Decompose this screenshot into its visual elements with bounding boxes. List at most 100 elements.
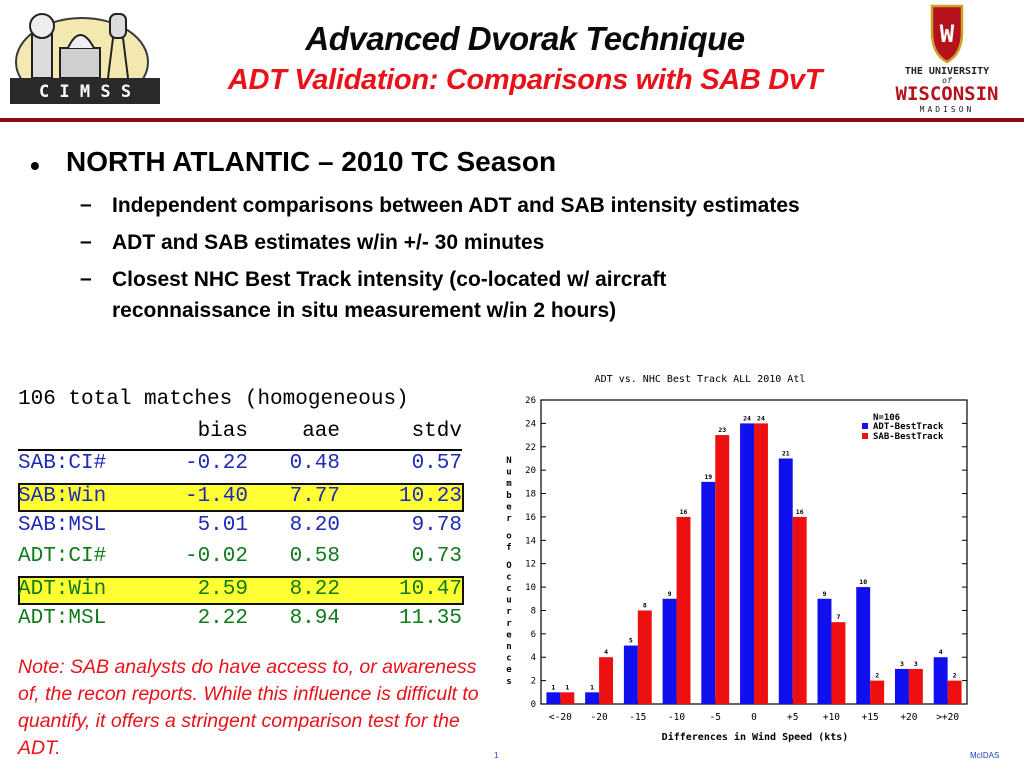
y-axis-label-char: O bbox=[506, 561, 512, 571]
sub-bullet-dash: – bbox=[80, 267, 92, 290]
x-tick-label: >+20 bbox=[936, 712, 959, 723]
cimss-logo-text: C I M S S bbox=[39, 82, 131, 102]
bar-value-label: 19 bbox=[704, 473, 712, 481]
page-number: 1 bbox=[494, 751, 499, 760]
y-axis-label-char: f bbox=[506, 543, 511, 553]
sub-bullet-2: ADT and SAB estimates w/in +/- 30 minute… bbox=[112, 231, 545, 254]
stats-row-bias: -1.40 bbox=[184, 485, 248, 508]
bar-value-label: 3 bbox=[900, 660, 904, 668]
bar-value-label: 9 bbox=[668, 590, 672, 598]
stats-row-aae: 8.94 bbox=[289, 607, 340, 630]
stats-row-stdv: 0.73 bbox=[411, 545, 462, 568]
legend-swatch bbox=[862, 433, 868, 439]
stats-row: SAB:CI# -0.22 0.48 0.57 bbox=[18, 452, 464, 481]
y-axis-label-char: b bbox=[506, 491, 512, 501]
bar-value-label: 8 bbox=[643, 601, 647, 609]
bar-adt bbox=[933, 657, 948, 704]
y-tick-label: 18 bbox=[525, 490, 536, 500]
sub-bullet-3-line-1: Closest NHC Best Track intensity (co-loc… bbox=[112, 268, 667, 291]
y-axis-label-char: r bbox=[506, 514, 512, 524]
stats-header-row: bias aae stdv bbox=[18, 420, 462, 451]
bar-value-label: 7 bbox=[836, 613, 840, 621]
bar-adt bbox=[740, 423, 754, 704]
bar-value-label: 24 bbox=[757, 414, 765, 422]
stats-row-stdv: 9.78 bbox=[411, 514, 462, 537]
bar-value-label: 1 bbox=[565, 683, 569, 691]
bar-value-label: 1 bbox=[590, 683, 594, 691]
stats-row-aae: 7.77 bbox=[289, 485, 340, 508]
sub-bullet-3-line-2: reconnaissance in situ measurement w/in … bbox=[112, 299, 617, 322]
y-axis-label-char: N bbox=[506, 456, 511, 466]
mcidas-brand: McIDAS bbox=[970, 751, 1000, 760]
bar-value-label: 16 bbox=[680, 508, 688, 516]
sub-bullet-dash: – bbox=[80, 230, 92, 253]
bar-sab bbox=[560, 692, 575, 704]
x-tick-label: -15 bbox=[629, 712, 646, 723]
stats-row-label: ADT:Win bbox=[18, 578, 107, 601]
y-tick-label: 4 bbox=[531, 653, 536, 663]
stats-row-aae: 8.22 bbox=[289, 578, 340, 601]
bar-value-label: 9 bbox=[823, 590, 827, 598]
x-tick-label: -10 bbox=[668, 712, 685, 723]
x-tick-label: +10 bbox=[823, 712, 840, 723]
stats-row-bias: 5.01 bbox=[197, 514, 248, 537]
bar-value-label: 10 bbox=[859, 578, 867, 586]
stats-row-bias: 2.59 bbox=[197, 578, 248, 601]
stats-row-bias: -0.02 bbox=[184, 545, 248, 568]
col-stdv: stdv bbox=[411, 420, 462, 443]
y-tick-label: 16 bbox=[525, 513, 536, 523]
bar-sab bbox=[637, 610, 652, 704]
bar-adt bbox=[701, 481, 716, 704]
bar-value-label: 24 bbox=[743, 414, 751, 422]
chart-x-label: Differences in Wind Speed (kts) bbox=[662, 731, 849, 743]
bar-sab bbox=[908, 668, 923, 704]
col-bias: bias bbox=[197, 420, 248, 443]
sub-bullet-1: Independent comparisons between ADT and … bbox=[112, 194, 800, 217]
y-axis-label-char: e bbox=[506, 630, 512, 640]
x-tick-label: <-20 bbox=[549, 712, 572, 723]
y-axis-label-char: s bbox=[506, 677, 511, 687]
bar-value-label: 2 bbox=[953, 672, 957, 680]
y-tick-label: 10 bbox=[525, 583, 536, 593]
bar-value-label: 5 bbox=[629, 637, 633, 645]
stats-row-bias: 2.22 bbox=[197, 607, 248, 630]
y-tick-label: 6 bbox=[531, 630, 536, 640]
page-subtitle: ADT Validation: Comparisons with SAB DvT bbox=[227, 64, 823, 96]
legend-entry: SAB-BestTrack bbox=[873, 432, 944, 442]
uw-logo-line-3: WISCONSIN bbox=[896, 83, 999, 105]
stats-row: ADT:Win 2.59 8.22 10.47 bbox=[18, 576, 464, 605]
bar-sab bbox=[947, 680, 962, 704]
y-axis-label-char: r bbox=[506, 607, 512, 617]
chart-title: ADT vs. NHC Best Track ALL 2010 Atl bbox=[595, 374, 806, 385]
y-axis-label-char: e bbox=[506, 502, 512, 512]
bar-sab bbox=[599, 657, 614, 704]
y-tick-label: 24 bbox=[525, 419, 536, 429]
y-tick-label: 8 bbox=[531, 606, 536, 616]
y-axis-label-char: u bbox=[506, 596, 511, 606]
bar-value-label: 21 bbox=[782, 449, 790, 457]
stats-row: ADT:MSL 2.22 8.94 11.35 bbox=[18, 607, 464, 636]
header-rule bbox=[0, 118, 1024, 122]
uw-shield-letter: W bbox=[940, 20, 955, 48]
legend-swatch bbox=[862, 423, 868, 429]
bar-adt bbox=[817, 598, 832, 704]
y-axis-label-char: r bbox=[506, 619, 512, 629]
y-axis-label-char: c bbox=[506, 572, 511, 582]
bar-adt bbox=[662, 598, 677, 704]
x-tick-label: +20 bbox=[900, 712, 917, 723]
bar-sab bbox=[676, 516, 691, 704]
y-axis-label-char: o bbox=[506, 532, 511, 542]
y-axis-label-char: e bbox=[506, 665, 512, 675]
stats-row: ADT:CI# -0.02 0.58 0.73 bbox=[18, 545, 464, 574]
sub-bullet-dash: – bbox=[80, 193, 92, 216]
stats-row: SAB:Win -1.40 7.77 10.23 bbox=[18, 483, 464, 512]
uw-logo-line-4: MADISON bbox=[920, 105, 975, 114]
stats-row-aae: 0.48 bbox=[289, 452, 340, 475]
bar-sab bbox=[754, 423, 768, 704]
bar-adt bbox=[585, 692, 600, 704]
y-tick-label: 22 bbox=[525, 443, 536, 453]
bar-value-label: 16 bbox=[796, 508, 804, 516]
stats-row-label: SAB:Win bbox=[18, 485, 107, 508]
y-axis-label-char: m bbox=[506, 479, 512, 489]
stats-row-stdv: 10.47 bbox=[398, 578, 462, 601]
